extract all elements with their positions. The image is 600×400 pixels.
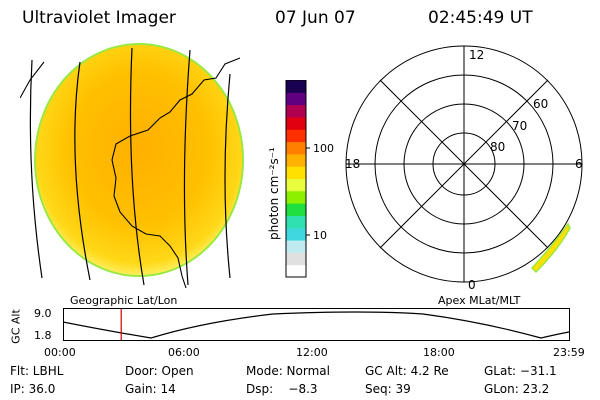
mlt-label-0: 0 — [468, 278, 476, 292]
colorbar-step — [286, 215, 306, 229]
gc-alt-value: GC Alt: 4.2 Re — [365, 364, 449, 378]
mlat-label-60: 60 — [533, 97, 548, 111]
mode-value: Mode: Normal — [246, 364, 330, 378]
gain-value: Gain: 14 — [125, 382, 176, 396]
geographic-map — [20, 43, 244, 289]
xtick-2359: 23:59 — [553, 346, 585, 359]
xtick-1800: 18:00 — [423, 346, 455, 359]
colorbar-step — [286, 203, 306, 216]
colorbar-step — [286, 240, 306, 253]
polar-mlat-mlt-plot: 12 18 6 0 60 70 80 — [345, 45, 583, 292]
colorbar-step — [286, 104, 306, 118]
colorbar-step — [286, 80, 306, 93]
colorbar-step — [286, 190, 306, 204]
app-title: Ultraviolet Imager — [22, 8, 176, 28]
filter-value: Flt: LBHL — [10, 364, 64, 378]
seq-value: Seq: 39 — [365, 382, 411, 396]
door-value: Door: Open — [125, 364, 194, 378]
ip-value: IP: 36.0 — [10, 382, 56, 396]
colorbar-step — [286, 166, 306, 179]
geographic-caption: Geographic Lat/Lon — [70, 294, 178, 307]
coastline — [20, 57, 241, 289]
time-label: 02:45:49 UT — [428, 8, 533, 28]
dsp-value: Dsp: −8.3 — [246, 382, 318, 396]
altitude-ylabel: GC Alt — [9, 309, 23, 344]
mlat-label-80: 80 — [490, 140, 505, 154]
earth-disk — [34, 43, 244, 277]
colorbar-step — [286, 129, 306, 143]
colorbar-step — [286, 178, 306, 192]
date-label: 07 Jun 07 — [275, 8, 356, 28]
altitude-ytick-high: 9.0 — [34, 307, 52, 320]
mlt-label-12: 12 — [469, 48, 484, 62]
mlat-label-70: 70 — [512, 119, 527, 133]
colorbar-step — [286, 153, 306, 167]
colorbar-step — [286, 264, 306, 278]
colorbar-step — [286, 227, 306, 241]
glon-value: GLon: 23.2 — [484, 382, 550, 396]
mlt-label-18: 18 — [345, 157, 360, 171]
colorbar-label: photon cm⁻²s⁻¹ — [267, 147, 281, 240]
colorbar-step — [286, 92, 306, 106]
auroral-oval-fragment — [530, 222, 571, 274]
colorbar-step — [286, 141, 306, 155]
xtick-0600: 06:00 — [168, 346, 200, 359]
meridian-lines — [29, 47, 231, 286]
colorbar-step — [286, 252, 306, 266]
colorbar: 100 10 photon cm⁻²s⁻¹ — [267, 80, 334, 278]
altitude-ytick-low: 1.8 — [34, 329, 52, 342]
xtick-0000: 00:00 — [44, 346, 76, 359]
apex-caption: Apex MLat/MLT — [438, 294, 521, 307]
colorbar-tick-10: 10 — [313, 229, 327, 242]
colorbar-tick-100: 100 — [313, 142, 334, 155]
colorbar-gradient — [286, 80, 306, 278]
colorbar-step — [286, 116, 306, 130]
glat-value: GLat: −31.1 — [484, 364, 557, 378]
mlt-label-6: 6 — [575, 157, 583, 171]
xtick-1200: 12:00 — [296, 346, 328, 359]
altitude-curve — [63, 311, 570, 339]
altitude-plot — [63, 308, 570, 341]
